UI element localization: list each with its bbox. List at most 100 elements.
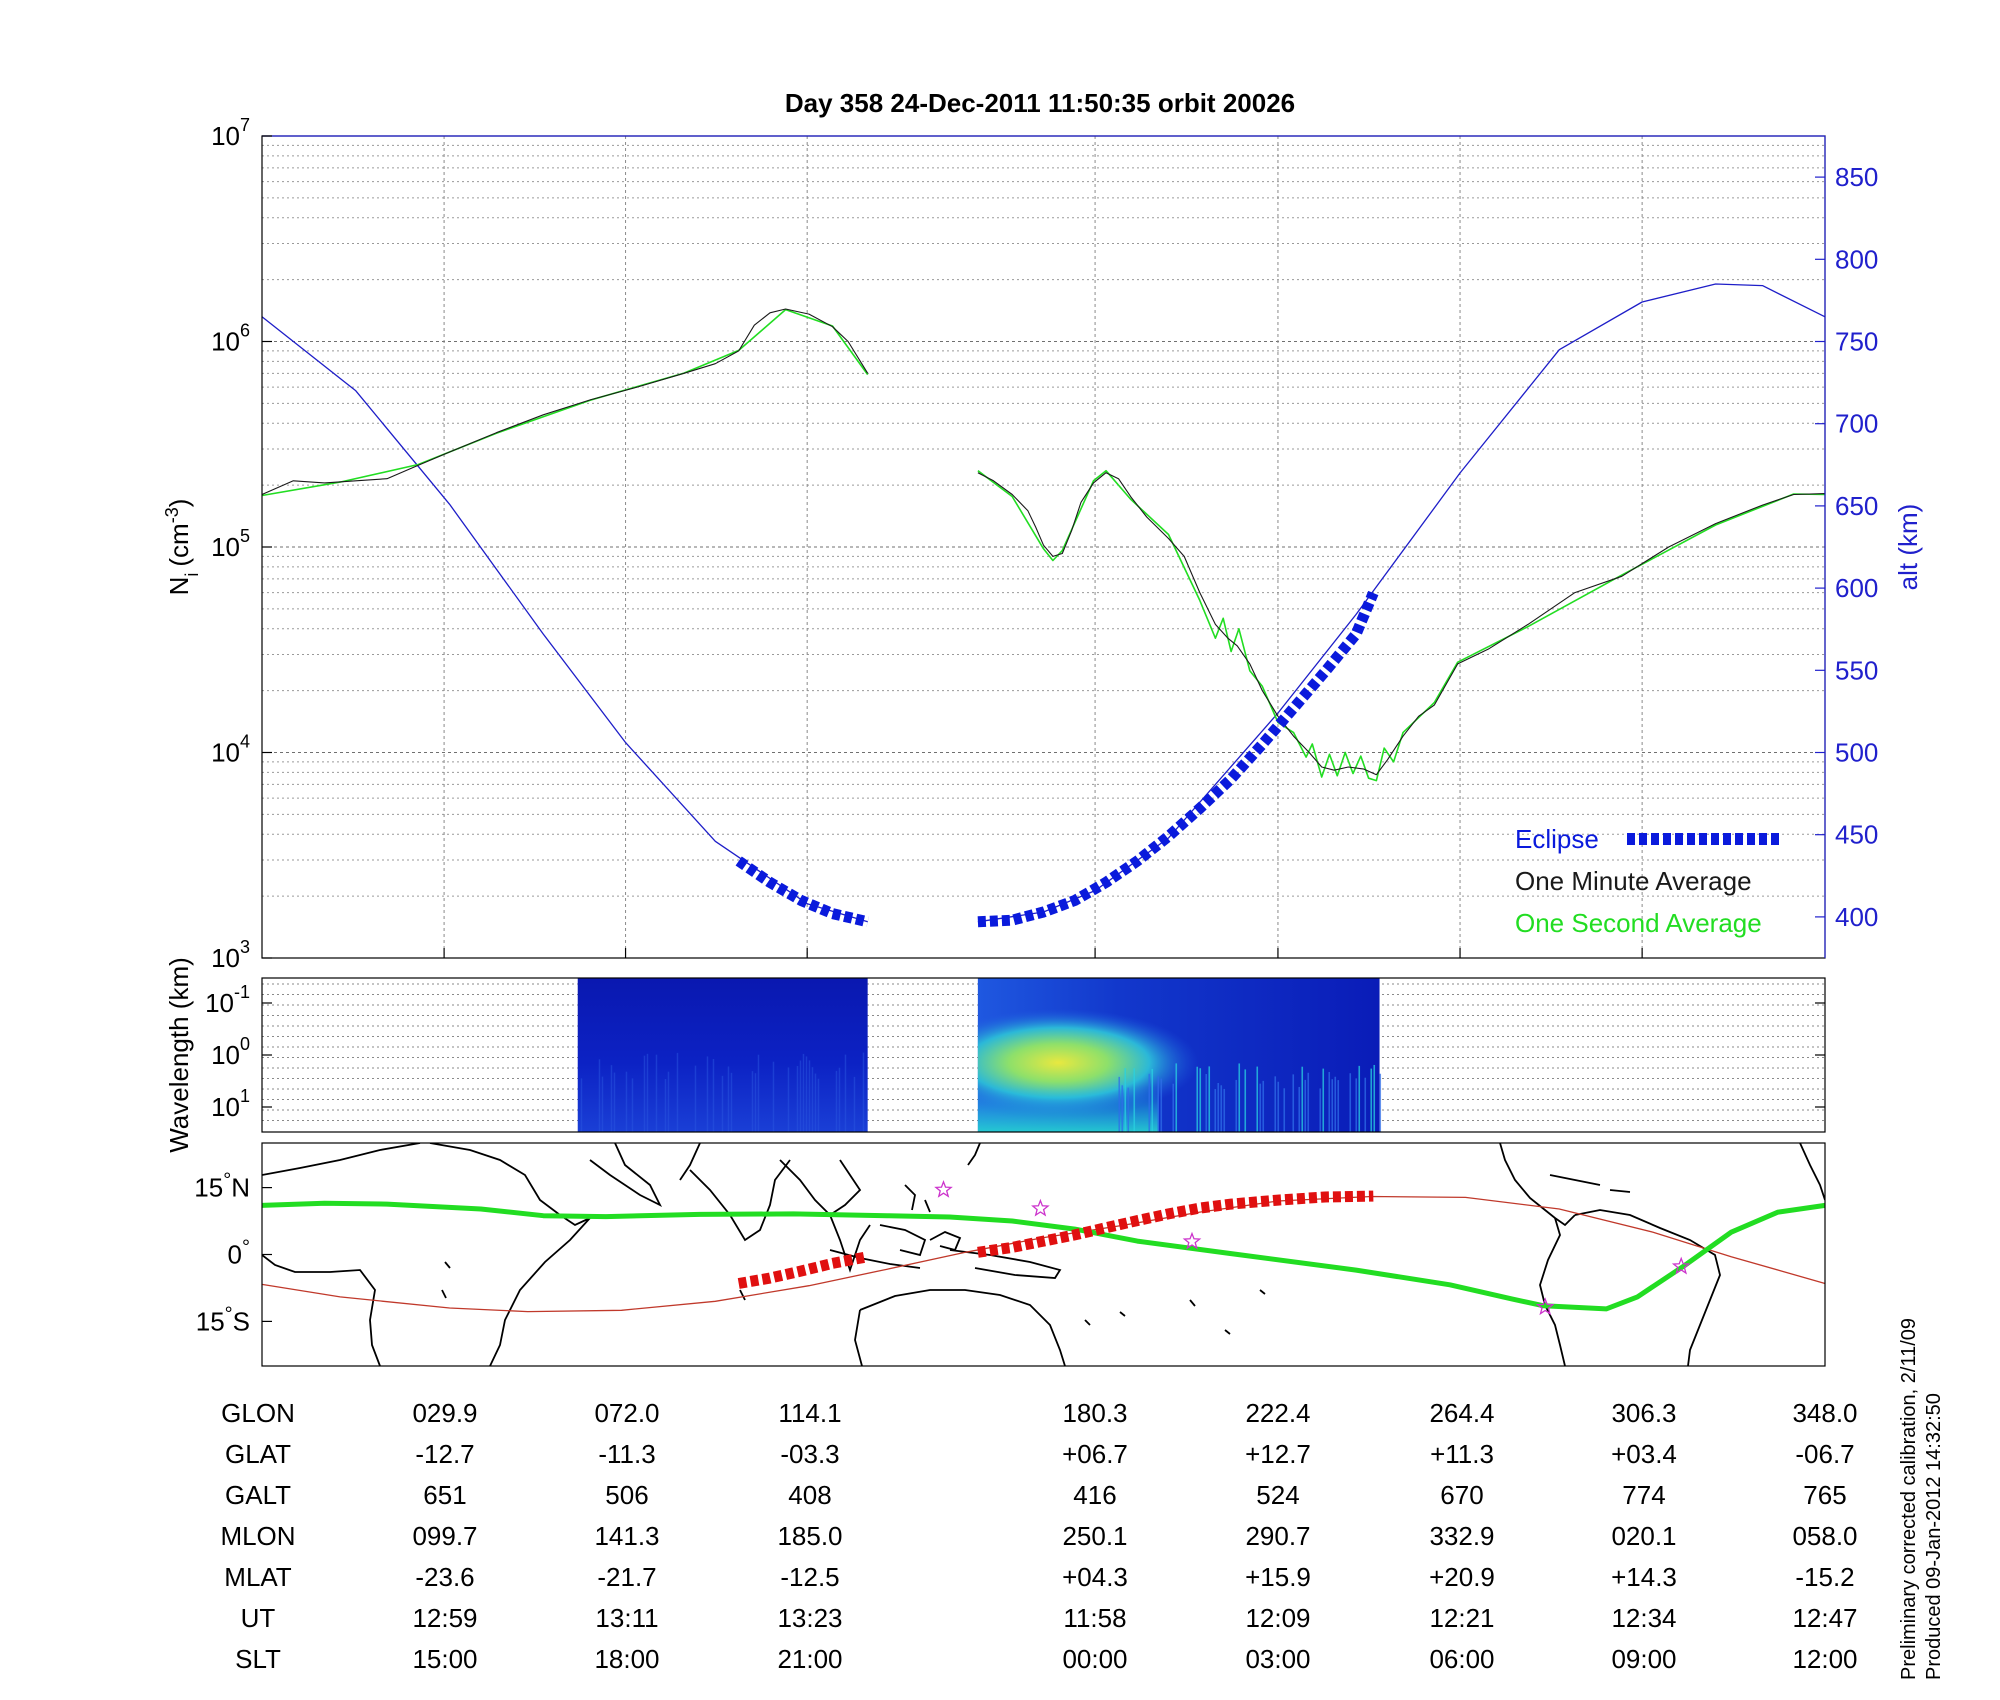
- star-marker: [1031, 1198, 1050, 1217]
- spectrogram-blocks: [577, 978, 1382, 1132]
- map-y-ticks: 15°N 0° 15°S: [194, 1170, 272, 1336]
- table-cell: +20.9: [1429, 1562, 1495, 1592]
- series-one-minute-average: [261, 308, 869, 496]
- spectro-streak: [838, 1067, 841, 1132]
- legend-label: One Minute Average: [1515, 866, 1752, 896]
- table-cell: 264.4: [1429, 1398, 1494, 1428]
- ground-track-line: [261, 1200, 1826, 1312]
- table-cell: 180.3: [1062, 1398, 1127, 1428]
- coast-seasia: [779, 1159, 871, 1273]
- spectro-streak: [730, 1072, 733, 1132]
- spectro-streak: [613, 1072, 616, 1132]
- spectro-streak: [1199, 1068, 1202, 1132]
- spectro-streak: [1175, 1063, 1178, 1132]
- spectro-streak: [1307, 1072, 1310, 1132]
- spectro-streak: [625, 1071, 628, 1132]
- table-row-label: SLT: [235, 1644, 281, 1674]
- spectro-streak: [796, 1066, 799, 1132]
- table-cell: +15.9: [1245, 1562, 1311, 1592]
- table-cell: 114.1: [778, 1398, 841, 1428]
- ylabel-sub: i: [182, 573, 202, 577]
- spectro-streak: [751, 1071, 754, 1132]
- spectro-streak: [1283, 1088, 1286, 1132]
- spectro-streak: [712, 1058, 715, 1132]
- table-cell: 09:00: [1611, 1644, 1676, 1674]
- ylabel-main: N: [164, 577, 194, 596]
- table-cell: 13:11: [595, 1603, 658, 1633]
- spectro-streak: [817, 1078, 820, 1132]
- spectro-streak: [1355, 1078, 1358, 1132]
- y2-tick-label: 500: [1835, 738, 1878, 768]
- altitude-y-ticks: 400 450 500 550 600 650 700 750 800 850: [1815, 162, 1878, 932]
- table-cell: 12:59: [412, 1603, 477, 1633]
- table-cell: 416: [1073, 1480, 1116, 1510]
- star-marker: [1671, 1256, 1691, 1275]
- table-cell: 12:47: [1792, 1603, 1857, 1633]
- density-grid: [262, 136, 1825, 958]
- spectro-streak: [667, 1071, 670, 1132]
- spectro-streak: [1337, 1080, 1340, 1132]
- table-cell: -03.3: [780, 1439, 839, 1469]
- table-row-label: MLAT: [224, 1562, 292, 1592]
- spectro-streak: [1328, 1071, 1331, 1132]
- series-eclipse: [977, 590, 1379, 928]
- spectrogram-y-label: Wavelength (km): [164, 957, 194, 1153]
- table-cell: 408: [788, 1480, 831, 1510]
- spectro-streak: [799, 1060, 802, 1132]
- legend: Eclipse One Minute Average One Second Aver…: [1515, 824, 1780, 938]
- map-tick-label: 15°N: [194, 1170, 250, 1203]
- spectro-streak: [1370, 1068, 1373, 1132]
- table-cell: 12:21: [1429, 1603, 1494, 1633]
- spectro-streak: [721, 1075, 724, 1132]
- y2-tick-label: 850: [1835, 162, 1878, 192]
- y2-tick-label: 400: [1835, 902, 1878, 932]
- table-cell: 12:34: [1611, 1603, 1676, 1633]
- table-cell: +03.4: [1611, 1439, 1677, 1469]
- table-cell: 765: [1803, 1480, 1846, 1510]
- table-row-label: GALT: [225, 1480, 291, 1510]
- spectro-streak: [754, 1073, 757, 1132]
- spectro-tick-label: 101: [211, 1086, 250, 1122]
- y-tick-label: 107: [211, 115, 250, 151]
- table-row-label: GLAT: [225, 1439, 291, 1469]
- coast-arabia: [589, 1143, 701, 1208]
- coast-caribbean: [1549, 1174, 1631, 1193]
- star-marker: [1182, 1231, 1202, 1250]
- spectro-streak: [1160, 1078, 1163, 1132]
- table-cell: 141.3: [594, 1521, 659, 1551]
- map-tick-label: 0°: [228, 1237, 250, 1270]
- table-cell: 306.3: [1611, 1398, 1676, 1428]
- map-panel: 15°N 0° 15°S: [194, 1142, 1826, 1367]
- table-cell: 12:09: [1245, 1603, 1310, 1633]
- table-cell: 072.0: [594, 1398, 659, 1428]
- coast-india: [689, 1159, 791, 1242]
- spectro-streak: [676, 1052, 679, 1132]
- table-cell: -12.5: [780, 1562, 839, 1592]
- table-row-label: MLON: [220, 1521, 295, 1551]
- y2-tick-label: 800: [1835, 244, 1878, 274]
- table-cell: 222.4: [1245, 1398, 1310, 1428]
- table-cell: +04.3: [1062, 1562, 1128, 1592]
- spectro-streak: [1349, 1073, 1352, 1132]
- spectro-tick-label: 100: [211, 1034, 250, 1070]
- spectro-streak: [1217, 1082, 1220, 1132]
- ylabel-unit-sup: -3: [162, 507, 182, 523]
- coast-africa: [262, 1143, 591, 1366]
- table-cell: 774: [1622, 1480, 1665, 1510]
- spectro-streak: [1322, 1068, 1325, 1132]
- spectro-streak: [1196, 1066, 1199, 1132]
- spectro-streak: [655, 1054, 658, 1132]
- coast-islands: [441, 1261, 1266, 1335]
- coast-newguinea: [949, 1249, 1062, 1279]
- spectro-streak: [1205, 1073, 1208, 1132]
- coast-westafrica-right: [1799, 1143, 1825, 1201]
- spectro-streak: [814, 1073, 817, 1132]
- eclipse-track-line: [737, 1251, 869, 1289]
- altitude-y-label: alt (km): [1893, 504, 1923, 591]
- table-cell: 099.7: [412, 1521, 477, 1551]
- spectro-streak: [1121, 1085, 1124, 1132]
- spectro-streak: [1157, 1076, 1160, 1132]
- spectro-streak: [598, 1059, 601, 1132]
- spectro-streak: [1358, 1065, 1361, 1132]
